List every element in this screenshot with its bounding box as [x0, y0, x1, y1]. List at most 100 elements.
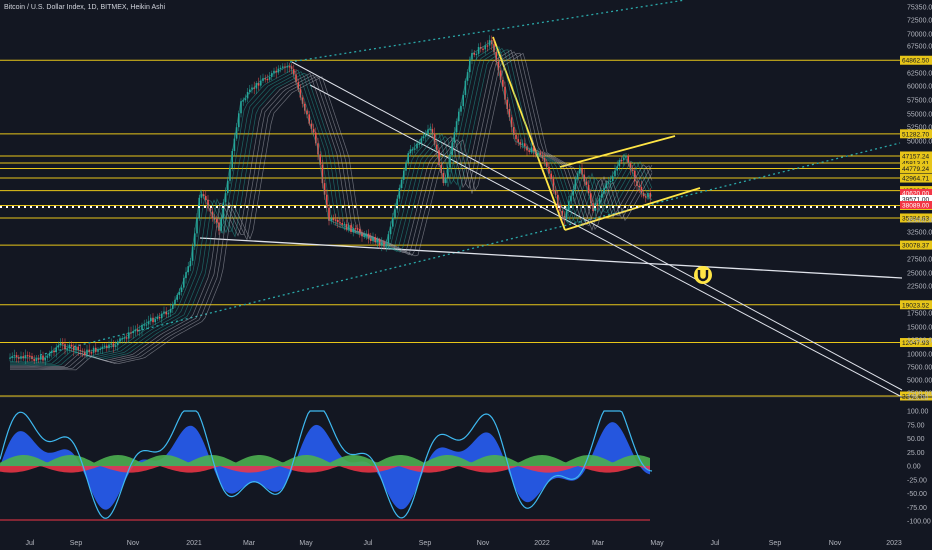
candle-body: [53, 350, 55, 353]
candle-body: [167, 312, 170, 315]
osc-tick-8: -75.00: [907, 505, 927, 512]
candle-body: [623, 157, 625, 161]
candle-body: [198, 197, 200, 219]
candle-body: [477, 47, 480, 54]
candle-body: [620, 160, 623, 162]
candle-body: [363, 235, 365, 237]
candle-body: [279, 67, 282, 70]
candle-body: [627, 155, 629, 164]
candle-body: [326, 194, 328, 208]
price-tick-6: 57500.00: [907, 98, 932, 105]
candle-body: [227, 180, 229, 194]
candle-body: [117, 341, 119, 346]
candle-body: [128, 332, 130, 339]
level-tag-label-8: 35384.83: [902, 215, 929, 222]
candle-body: [161, 313, 163, 319]
candle-body: [449, 154, 451, 168]
time-tick-12: Jul: [711, 540, 720, 547]
candle-body: [374, 237, 376, 243]
candle-body: [293, 69, 295, 75]
candle-body: [440, 164, 442, 173]
candle-body: [629, 163, 632, 170]
price-tick-12: 27500.00: [907, 257, 932, 264]
candle-body: [136, 329, 139, 331]
price-tick-14: 22500.00: [907, 284, 932, 291]
candle-body: [561, 210, 563, 217]
candle-body: [233, 138, 236, 151]
candle-body: [486, 45, 489, 47]
candle-body: [99, 348, 101, 350]
candle-body: [469, 59, 471, 73]
candle-body: [396, 198, 398, 210]
candle-body: [268, 76, 271, 80]
candle-body: [458, 111, 460, 122]
candle-body: [40, 355, 42, 360]
candle-body: [447, 167, 449, 178]
candle-body: [581, 168, 583, 175]
level-tag-bg-5: [900, 173, 932, 183]
candle-body: [504, 86, 506, 100]
candle-body: [407, 153, 409, 163]
candle-body: [86, 349, 88, 355]
candle-body: [191, 246, 194, 261]
candle-body: [196, 218, 198, 234]
candle-body: [154, 319, 156, 323]
osc-tick-3: 50.00: [907, 436, 925, 443]
level-tag-label-11: 12047.93: [902, 340, 929, 347]
candle-body: [183, 278, 185, 288]
level-tag-label-2: 47157.24: [902, 153, 929, 160]
candle-body: [48, 353, 51, 357]
candle-body: [55, 347, 57, 353]
candle-body: [301, 97, 304, 104]
candle-body: [288, 66, 291, 68]
candle-body: [163, 311, 165, 314]
candle-body: [640, 186, 643, 193]
candle-body: [370, 238, 372, 241]
candle-body: [422, 136, 425, 139]
candle-body: [317, 143, 319, 155]
candle-body: [601, 193, 603, 198]
time-tick-2: Nov: [127, 540, 140, 547]
candle-body: [365, 233, 368, 236]
ma-ribbon-2: [10, 48, 653, 365]
candle-body: [26, 355, 29, 357]
candle-body: [66, 348, 68, 350]
price-tag-label-1: 39571.00: [902, 197, 929, 204]
candle-body: [583, 174, 585, 182]
osc-tick-6: -25.00: [907, 477, 927, 484]
candle-body: [68, 344, 71, 349]
candle-body: [625, 155, 627, 158]
candle-body: [502, 79, 504, 87]
candle-body: [213, 218, 216, 220]
price-tick-0: 75350.00: [907, 5, 932, 12]
price-tick-17: 12500.00: [907, 338, 932, 345]
candle-body: [240, 101, 242, 114]
candle-body: [425, 134, 427, 137]
candle-body: [515, 134, 517, 140]
candle-body: [612, 176, 614, 181]
price-tick-9: 50000.00: [907, 139, 932, 146]
candle-body: [84, 351, 86, 355]
candle-body: [253, 87, 255, 89]
candle-body: [460, 106, 462, 112]
candle-body: [548, 166, 550, 174]
candle-body: [242, 100, 244, 102]
candle-body: [235, 127, 238, 139]
price-tag-label-0: 40620.00: [902, 191, 929, 198]
time-tick-5: May: [299, 540, 313, 547]
candle-body: [260, 80, 262, 86]
candle-body: [251, 87, 253, 90]
candle-body: [517, 139, 519, 143]
price-tick-8: 52500.00: [907, 125, 932, 132]
price-tick-2: 70000.00: [907, 32, 932, 39]
candle-body: [106, 345, 108, 349]
candle-body: [638, 185, 640, 188]
ma-ribbon-3: [10, 49, 653, 366]
candle-body: [616, 166, 618, 171]
candle-body: [484, 45, 486, 50]
candle-body: [356, 228, 359, 230]
candle-body: [97, 349, 99, 352]
candle-body: [299, 89, 302, 98]
candle-body: [229, 167, 231, 181]
candle-body: [79, 349, 82, 352]
